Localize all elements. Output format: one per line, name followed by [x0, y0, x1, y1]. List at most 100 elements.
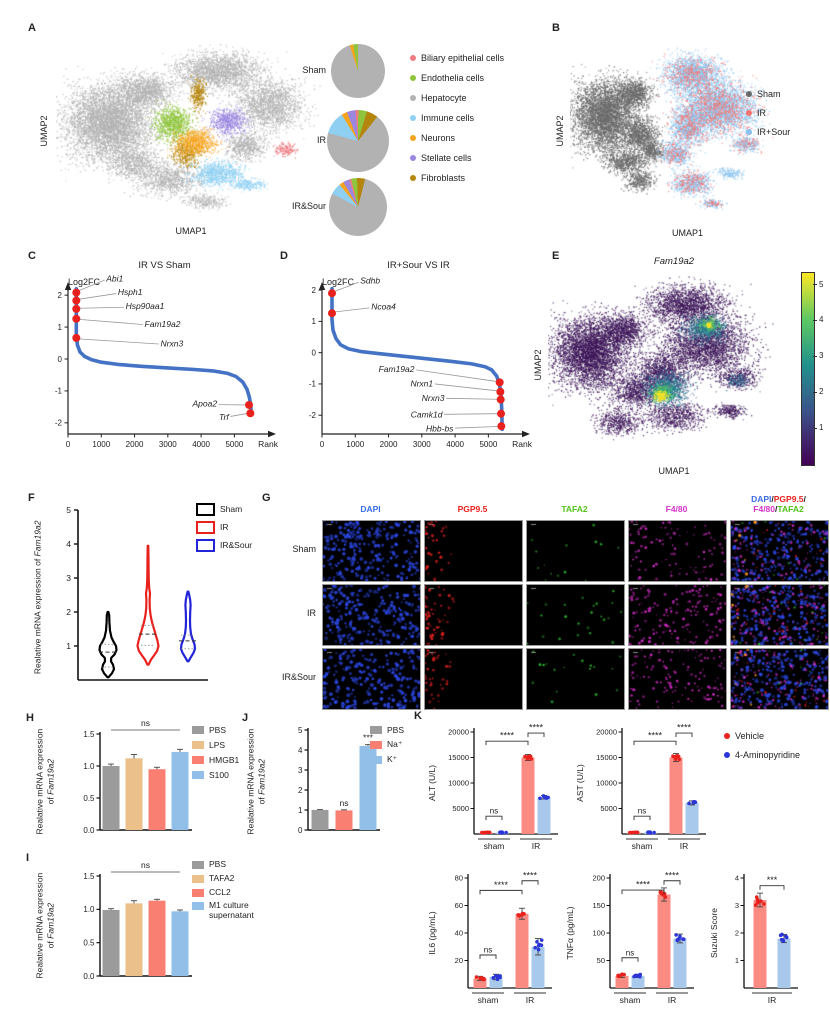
legend-swatch-icon	[746, 109, 752, 116]
colorbar-tick	[813, 427, 817, 429]
legend-item: IR	[746, 103, 790, 122]
gene-label: Nrxn3	[161, 339, 184, 349]
group-label: IR	[526, 995, 535, 1005]
gene-callout-line	[434, 383, 498, 392]
violin-shape	[179, 590, 197, 663]
legend-item: Neurons	[410, 128, 504, 148]
data-dot	[478, 976, 482, 981]
umap-condition-plot	[570, 36, 805, 226]
data-dot	[520, 912, 525, 917]
violin-legend: Sham IR IR&Sour	[196, 500, 252, 554]
sig-span-label: ns	[141, 718, 150, 728]
y-tick-label: -1	[309, 380, 317, 389]
barchart-i-ylabel: Realative mRNA expression of Fam19a2	[34, 872, 55, 979]
legend-label: Hepatocyte	[421, 93, 467, 103]
y-tick-label: 20000	[448, 728, 469, 737]
legend-swatch-icon	[192, 755, 204, 764]
legend-label: Fibroblasts	[421, 173, 466, 183]
group-label: sham	[620, 995, 641, 1005]
gene-dot	[496, 395, 505, 404]
legend-item: Biliary epithelial cells	[410, 48, 504, 68]
x-axis-arrow-icon	[522, 430, 530, 438]
colorbar-tick	[813, 319, 817, 321]
merge-header-segment: F4/80	[753, 504, 776, 515]
legend-item: PBS	[370, 722, 404, 737]
y-tick-label: 4	[66, 539, 71, 549]
channel-header: TAFA2	[561, 504, 588, 514]
sig-bracket	[485, 740, 529, 746]
y-tick-label: 100	[592, 929, 605, 938]
data-dot	[487, 830, 492, 835]
merge-header-segment: DAPI	[751, 494, 772, 504]
data-dot	[687, 801, 691, 806]
sig-label: ns	[490, 807, 498, 816]
gene-label: Hsp90aa1	[126, 301, 165, 311]
microscopy-tile-ir-pgp	[424, 584, 523, 646]
legend-label: Na⁺	[387, 739, 403, 749]
y-tick-label: 0	[312, 348, 317, 357]
sig-bracket	[621, 889, 665, 895]
legend-label: S100	[209, 769, 229, 780]
gene-callout-line	[230, 413, 247, 417]
microscopy-tile-ir-tafa	[526, 584, 625, 646]
umap2-axis-label-b: UMAP2	[555, 115, 565, 147]
dotbar-tnfa: TNFα (pg/mL) 50 100 150 200 sham IR ns **** ****	[565, 870, 694, 1005]
barchart-h-ylabel: Realative mRNA expression of Fam19a2	[34, 728, 55, 835]
gene-label: Camk1d	[411, 410, 443, 420]
microscopy-tile-ir-f480	[628, 584, 727, 646]
colorbar-tick	[813, 355, 817, 357]
panel-e-label: E	[552, 250, 560, 262]
gene-dot	[245, 400, 254, 409]
y-tick-label: 1.0	[83, 762, 95, 771]
dotbar-bar	[615, 975, 629, 988]
microscopy-tile-ir&sour-f480	[628, 648, 727, 710]
dotbar-bar	[685, 802, 699, 834]
colorbar-tick-label: 5	[819, 279, 824, 289]
gene-dot	[497, 409, 506, 418]
legend-item: Stellate cells	[410, 148, 504, 168]
sig-label: ****	[677, 723, 692, 733]
y-tick-label: 5	[66, 505, 71, 515]
gene-dot	[497, 422, 506, 431]
panel-k-label: K	[414, 710, 422, 722]
treatment-legend: Vehicle 4-Aminopyridine	[724, 726, 800, 764]
sig-label: ns	[484, 946, 492, 955]
legend-item: IR&Sour	[196, 536, 252, 554]
dotbar-bar	[777, 938, 791, 988]
log2fc-label: Log2FC	[322, 277, 355, 287]
gene-dot	[72, 296, 81, 305]
dotbar-ylabel: Suzuki Score	[709, 908, 719, 958]
data-dot	[663, 895, 668, 899]
y-tick-label: 3	[66, 573, 71, 583]
legend-item: Immune cells	[410, 108, 504, 128]
legend-swatch-icon	[192, 725, 204, 734]
microscopy-tile-ir&sour-pgp	[424, 648, 523, 710]
x-tick-label: 0	[66, 440, 71, 449]
sig-bracket	[663, 880, 681, 885]
data-dot	[646, 830, 650, 835]
microscopy-tile-sham-dapi	[322, 520, 421, 582]
legend-swatch-icon	[370, 740, 382, 749]
microscopy-tile-sham-pgp	[424, 520, 523, 582]
violin-plot: 1 2 3 4 5	[66, 505, 208, 681]
y-tick-label: 1.0	[83, 905, 95, 914]
gene-label: Nrxn3	[422, 393, 445, 403]
legend-item: Endothelia cells	[410, 68, 504, 88]
legend-item: IR+Sour	[746, 122, 790, 141]
y-tick-label: 2	[735, 929, 739, 938]
legend-item: 4-Aminopyridine	[724, 745, 800, 764]
umap1-axis-label-e: UMAP1	[658, 466, 690, 476]
barchart-j-legend: PBS Na⁺ K⁺	[370, 722, 404, 767]
legend-label: IR&Sour	[220, 540, 253, 550]
data-dot	[675, 938, 680, 943]
legend-item: PBS	[192, 859, 271, 870]
dotbar-ylabel: IL6 (pg/mL)	[427, 911, 437, 955]
y-tick-label: 3	[735, 901, 739, 910]
legend-item: IR	[196, 518, 252, 536]
umap1-axis-label-b: UMAP1	[671, 228, 703, 238]
data-dot	[523, 754, 527, 759]
merge-header: DAPI/PGP9.5/F4/80/TAFA2	[730, 494, 827, 514]
legend-swatch-icon	[192, 902, 204, 911]
colorbar-tick-label: 4	[819, 315, 824, 325]
y-tick-label: 0.0	[83, 972, 95, 981]
